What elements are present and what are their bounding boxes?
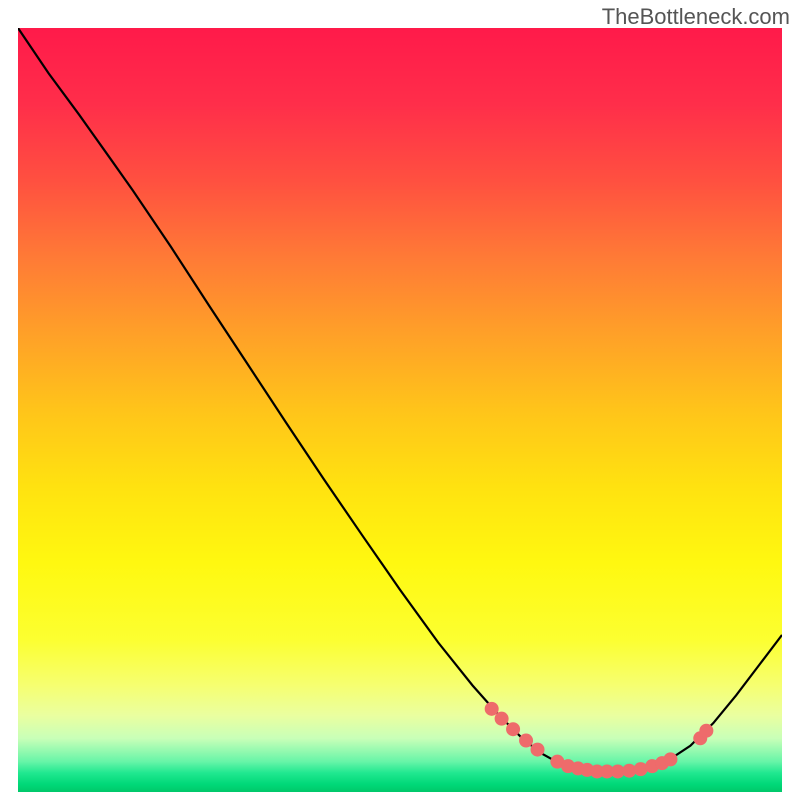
bottleneck-curve-layer <box>18 28 782 782</box>
bottleneck-curve-line <box>18 28 782 771</box>
data-marker <box>531 743 545 757</box>
data-marker <box>506 722 520 736</box>
data-marker <box>663 752 677 766</box>
data-marker <box>519 734 533 748</box>
watermark-text: TheBottleneck.com <box>602 4 790 30</box>
data-marker <box>699 724 713 738</box>
data-marker <box>495 712 509 726</box>
data-markers-group <box>485 702 714 779</box>
data-marker <box>485 702 499 716</box>
chart-plot-area <box>18 28 782 782</box>
